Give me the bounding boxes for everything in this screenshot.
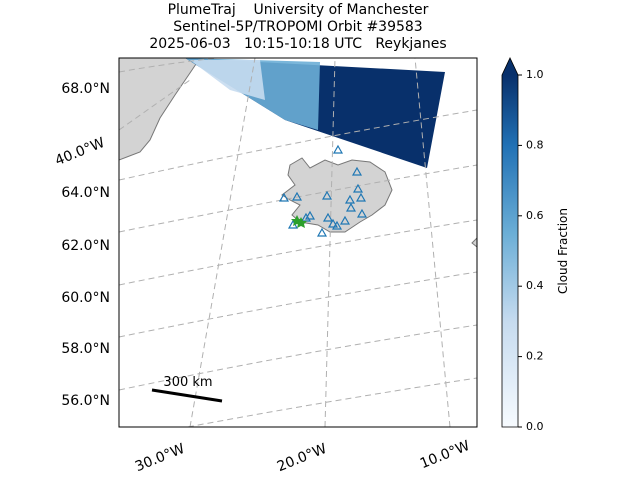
colorbar-extend (502, 58, 518, 75)
greenland (119, 58, 201, 161)
volcano (327, 218, 339, 228)
grid-line (184, 377, 477, 427)
map-frame (118, 57, 478, 428)
coast (471, 237, 477, 248)
volcano (345, 202, 357, 212)
volcano (322, 212, 334, 222)
colorbar-tick-label: 0.0 (526, 420, 544, 433)
grid-line (119, 271, 477, 338)
volcano (355, 192, 367, 202)
map-area: 300 km (119, 58, 477, 427)
colorbar-tick-label: 0.8 (526, 138, 544, 151)
volcano (356, 208, 368, 218)
colorbar-tick-label: 0.2 (526, 350, 544, 363)
colorbar-frame (501, 57, 519, 428)
lat-label: 62.0°N (61, 238, 110, 254)
grid-line (189, 58, 256, 427)
scale-bar (151, 388, 223, 403)
volcano (291, 191, 303, 201)
colorbar: Cloud Fraction 0.0 0.2 0.4 0.6 0.8 1.0 (501, 57, 570, 433)
volcano (316, 227, 328, 237)
cloud-swath-clear (190, 60, 265, 100)
grid-line (324, 58, 336, 427)
colorbar-tick-label: 0.6 (526, 209, 544, 222)
grid-line (119, 79, 191, 131)
lat-label: 56.0°N (61, 393, 110, 409)
lon-label: 20.0°W (275, 441, 329, 475)
lon-label: 40.0°W (53, 135, 107, 169)
colorbar-fill (502, 75, 518, 427)
grid-line (119, 324, 477, 391)
title-line: PlumeTraj University of Manchester (168, 2, 429, 18)
lat-label: 64.0°N (61, 185, 110, 201)
lon-label: 30.0°W (133, 441, 187, 475)
grid-line (119, 109, 477, 181)
scale-bar-label: 300 km (163, 375, 212, 390)
colorbar-tick-label: 1.0 (526, 68, 544, 81)
volcano (339, 215, 351, 225)
volcano (344, 194, 356, 204)
colorbar-label: Cloud Fraction (556, 208, 570, 294)
grid-line (414, 58, 451, 427)
grid-line (119, 219, 477, 286)
title-line: Sentinel-5P/TROPOMI Orbit #39583 (173, 19, 422, 35)
volcano (331, 220, 343, 230)
volcano (352, 183, 364, 193)
target-volcano (295, 217, 307, 228)
lat-label: 58.0°N (61, 341, 110, 357)
volcano (278, 192, 290, 202)
lon-label: 10.0°W (418, 438, 472, 472)
volcano (321, 190, 333, 200)
volcano (351, 166, 363, 176)
lat-label: 68.0°N (61, 81, 110, 97)
title-line: 2025-06-03 10:15-10:18 UTC Reykjanes (149, 36, 446, 52)
volcano (332, 144, 344, 154)
volcano-markers (278, 144, 368, 237)
volcano (304, 210, 316, 220)
lat-label: 60.0°N (61, 290, 110, 306)
colorbar-tick-label: 0.4 (526, 279, 544, 292)
